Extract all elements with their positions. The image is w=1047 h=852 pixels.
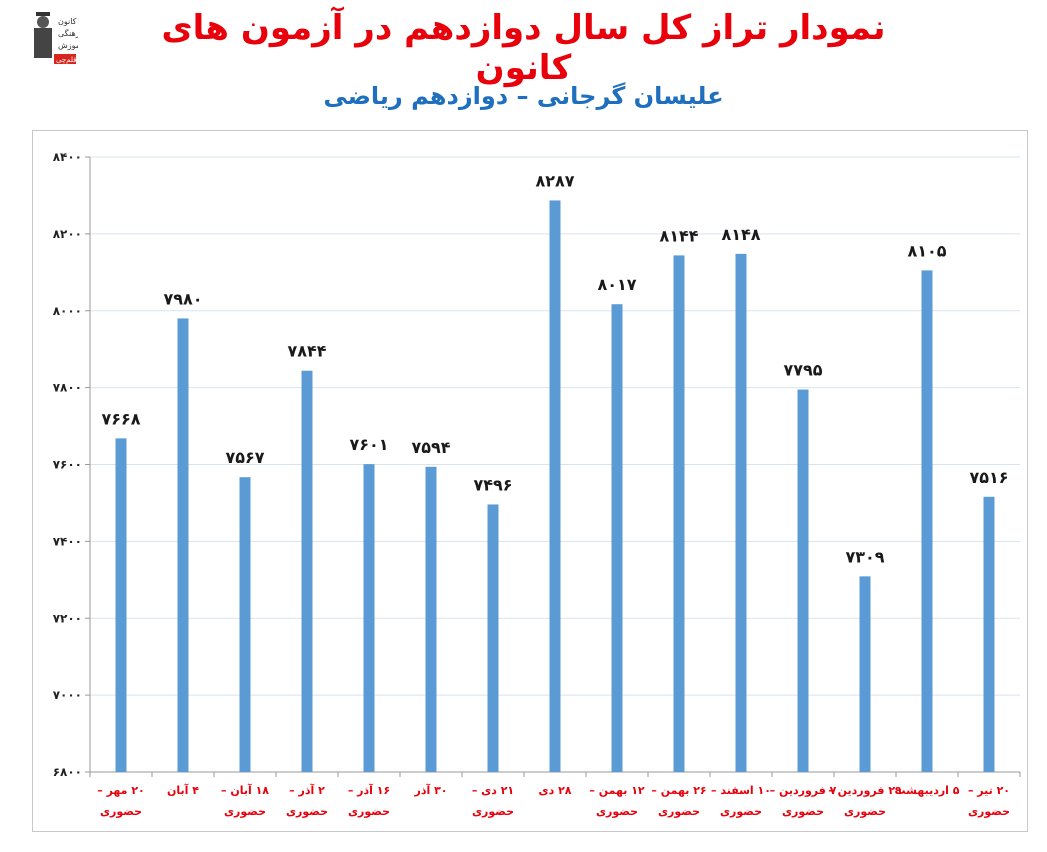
logo-body: [34, 28, 52, 58]
bar: [239, 477, 251, 772]
page-subtitle: علیسان گرجانی – دوازدهم ریاضی: [323, 82, 724, 110]
data-label: ۷۴۹۶: [473, 475, 512, 494]
data-label: ۷۵۹۴: [411, 438, 450, 457]
x-tick-label: حضوری: [720, 805, 762, 818]
x-tick-label: ۷ فروردین –: [770, 784, 837, 797]
x-tick-label: ۲۸ دی: [539, 784, 572, 797]
bar: [859, 576, 871, 772]
data-label: ۷۷۹۵: [783, 361, 822, 380]
logo-head: [37, 16, 49, 28]
bar: [735, 253, 747, 773]
bar: [611, 304, 623, 772]
logo-stamp: [54, 54, 76, 64]
data-label: ۸۱۴۸: [721, 225, 760, 244]
bar: [921, 270, 933, 772]
data-label: ۷۵۶۷: [225, 448, 264, 467]
x-tick-label: حضوری: [968, 805, 1010, 818]
data-label: ۷۸۴۴: [287, 342, 326, 361]
bar: [983, 496, 995, 772]
data-label: ۸۲۸۷: [535, 171, 574, 190]
x-tick-label: ۲۱ دی –: [472, 784, 514, 797]
data-label: ۷۹۸۰: [163, 289, 202, 308]
x-tick-label: حضوری: [596, 805, 638, 818]
x-tick-label: حضوری: [782, 805, 824, 818]
bar: [797, 389, 809, 772]
bar: [425, 466, 437, 772]
svg-text:فرهنگی: فرهنگی: [58, 28, 78, 38]
chart-frame: [32, 130, 1028, 832]
x-tick-label: ۳۰ آذر: [413, 783, 447, 797]
data-label: ۷۶۶۸: [101, 409, 140, 428]
x-tick-label: ۱۰ اسفند –: [711, 784, 771, 797]
logo-cap: [36, 12, 50, 16]
svg-text:کانون: کانون: [58, 17, 77, 26]
y-tick-label: ۷۲۰۰: [53, 611, 82, 625]
x-tick-label: حضوری: [100, 805, 142, 818]
bar: [673, 255, 685, 772]
x-tick-label: ۱۶ آذر –: [348, 783, 390, 797]
x-tick-label: حضوری: [286, 805, 328, 818]
y-tick-label: ۸۰۰۰: [53, 304, 82, 318]
x-tick-label: حضوری: [224, 805, 266, 818]
data-label: ۷۶۰۱: [349, 435, 388, 454]
bar: [549, 200, 561, 772]
data-label: ۷۵۱۶: [969, 468, 1008, 487]
svg-text:آموزش: آموزش: [58, 40, 78, 50]
x-tick-label: ۵ اردیبهشت: [894, 784, 959, 797]
bar: [177, 318, 189, 772]
data-label: ۸۰۱۷: [597, 275, 636, 294]
x-tick-label: حضوری: [348, 805, 390, 818]
x-tick-label: ۱۸ آبان –: [221, 783, 269, 797]
bar: [487, 504, 499, 772]
x-tick-label: ۲۹ فروردین –: [828, 784, 902, 797]
svg-text:قلم‌چی: قلم‌چی: [56, 56, 76, 64]
y-tick-label: ۸۴۰۰: [53, 150, 82, 164]
x-tick-label: ۲۰ تیر –: [968, 784, 1010, 797]
kanoon-logo: کانون فرهنگی آموزش قلم‌چی: [20, 10, 84, 70]
data-label: ۸۱۰۵: [907, 241, 946, 260]
x-tick-label: حضوری: [658, 805, 700, 818]
x-tick-label: ۲۰ مهر –: [97, 784, 145, 797]
x-tick-label: ۱۲ بهمن –: [589, 784, 645, 797]
y-tick-label: ۷۴۰۰: [53, 534, 82, 548]
x-tick-label: ۲۶ بهمن –: [651, 784, 706, 797]
y-tick-label: ۷۰۰۰: [53, 688, 82, 702]
x-tick-label: ۴ آبان: [167, 783, 199, 797]
x-tick-label: حضوری: [844, 805, 886, 818]
y-tick-label: ۶۸۰۰: [53, 765, 82, 779]
data-label: ۸۱۴۴: [659, 226, 698, 245]
y-tick-label: ۷۸۰۰: [53, 381, 82, 395]
y-tick-label: ۷۶۰۰: [53, 458, 82, 472]
x-tick-label: حضوری: [472, 805, 514, 818]
data-label: ۷۳۰۹: [845, 547, 884, 566]
bar: [301, 370, 313, 772]
y-tick-label: ۸۲۰۰: [53, 227, 82, 241]
x-tick-label: ۲ آذر –: [289, 783, 325, 797]
bar: [363, 464, 375, 772]
page-title: نمودار تراز کل سال دوازدهم در آزمون های …: [161, 8, 886, 88]
bar: [115, 438, 127, 772]
